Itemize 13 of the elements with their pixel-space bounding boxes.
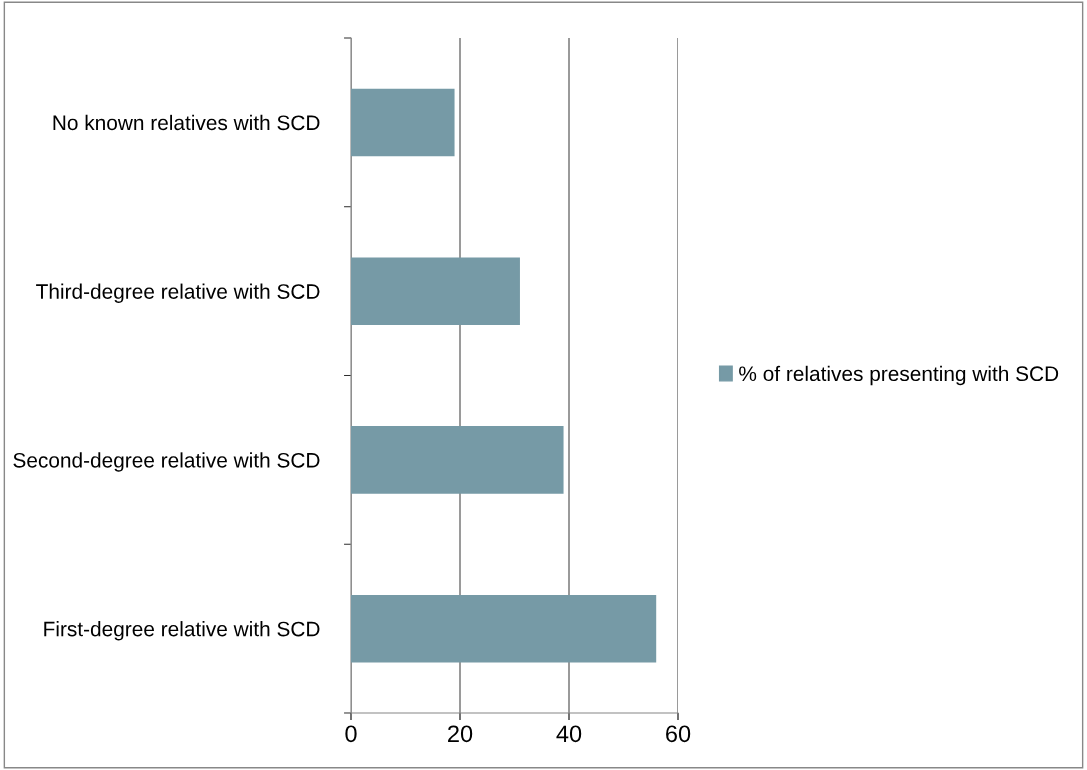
- y-tick-label: Third-degree relative with SCD: [36, 283, 320, 303]
- y-tick-label: No known relatives with SCD: [53, 114, 320, 131]
- x-tick-label: 20: [448, 725, 473, 743]
- bar: [351, 426, 564, 494]
- x-tick-label: 60: [666, 725, 691, 743]
- bar: [351, 257, 520, 325]
- x-tick-label: 0: [345, 725, 357, 743]
- x-tick-label: 40: [556, 725, 582, 743]
- bar: [351, 594, 657, 663]
- y-tick-label: First-degree relative with SCD: [44, 621, 320, 641]
- y-tick-label: Second-degree relative with SCD: [13, 452, 320, 472]
- bar: [351, 88, 455, 157]
- legend-label: % of relatives presenting with SCD: [739, 365, 1059, 386]
